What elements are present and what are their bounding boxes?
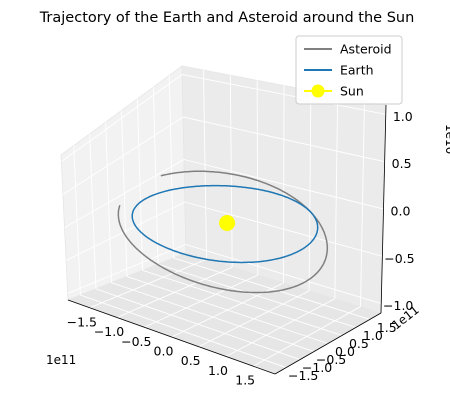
y-tick-label: −0.5 — [316, 352, 346, 367]
legend: Asteroid Earth Sun — [295, 35, 403, 105]
legend-earth-label: Earth — [340, 63, 374, 78]
asteroid-trajectory-line — [117, 170, 329, 294]
y-grid-line-floor — [126, 276, 329, 344]
x-tick-label: 1.5 — [235, 373, 255, 388]
z-axis-line — [380, 104, 387, 314]
earth-trajectory-line — [131, 184, 319, 264]
z-tick-label: 0.5 — [392, 156, 412, 171]
data-series — [117, 170, 329, 294]
tick-labels: −1.5−1.0−0.50.00.51.01.5 −1.5−1.0−0.50.00… — [67, 109, 415, 388]
y-tick-label: 0.5 — [349, 336, 369, 351]
y-grid-line-floor — [157, 263, 357, 328]
y-tick-label: 1.0 — [363, 328, 383, 343]
z-grid-line-x-wall — [62, 116, 184, 195]
y-grid-line-floor — [80, 294, 287, 369]
z-tick-label: −0.5 — [384, 251, 414, 266]
y-tick-label: 1.5 — [377, 320, 397, 335]
x-tick-label: −0.5 — [121, 334, 151, 349]
y-tick-label: −1.5 — [288, 368, 318, 383]
y-axis-line — [274, 312, 382, 375]
legend-sun-marker — [311, 84, 325, 98]
x-tick-label: 1.0 — [208, 363, 228, 378]
y-grid-line-floor — [142, 269, 343, 336]
chart-title: Trajectory of the Earth and Asteroid aro… — [39, 10, 415, 26]
x-tick-label: −1.5 — [67, 314, 97, 329]
z-offset-label: 1e10 — [443, 124, 450, 154]
x-axis-line — [67, 299, 276, 375]
x-tick-label: 0.5 — [181, 353, 201, 368]
x-tick-label: −1.0 — [94, 324, 124, 339]
z-grid-line-x-wall — [67, 244, 186, 294]
sun-marker — [219, 215, 236, 231]
y-tick-label: −1.0 — [302, 360, 332, 375]
z-tick-label: −1.0 — [383, 298, 413, 313]
z-tick-label: 0.0 — [391, 204, 411, 219]
y-grid-line-floor — [95, 288, 301, 360]
z-grid-line-x-wall — [64, 159, 185, 228]
z-grid-line-x-wall — [65, 201, 186, 261]
legend-asteroid-label: Asteroid — [340, 42, 392, 57]
y-grid-line-floor — [173, 257, 370, 320]
x-offset-label: 1e11 — [46, 353, 76, 367]
y-tick-label: 0.0 — [335, 344, 355, 359]
y-grid-line-floor — [111, 282, 315, 352]
z-grid-line-y-wall — [184, 201, 383, 257]
z-tick-label: 1.0 — [393, 109, 413, 124]
z-grid-line-y-wall — [185, 244, 382, 304]
z-grid-line-x-wall — [61, 74, 183, 162]
z-grid-line-y-wall — [183, 159, 384, 210]
legend-sun-label: Sun — [340, 84, 364, 99]
z-grid-line-y-wall — [182, 116, 385, 163]
axis-lines — [67, 104, 387, 375]
z-grid-line-y-wall — [182, 74, 386, 115]
x-tick-label: 0.0 — [154, 344, 174, 359]
